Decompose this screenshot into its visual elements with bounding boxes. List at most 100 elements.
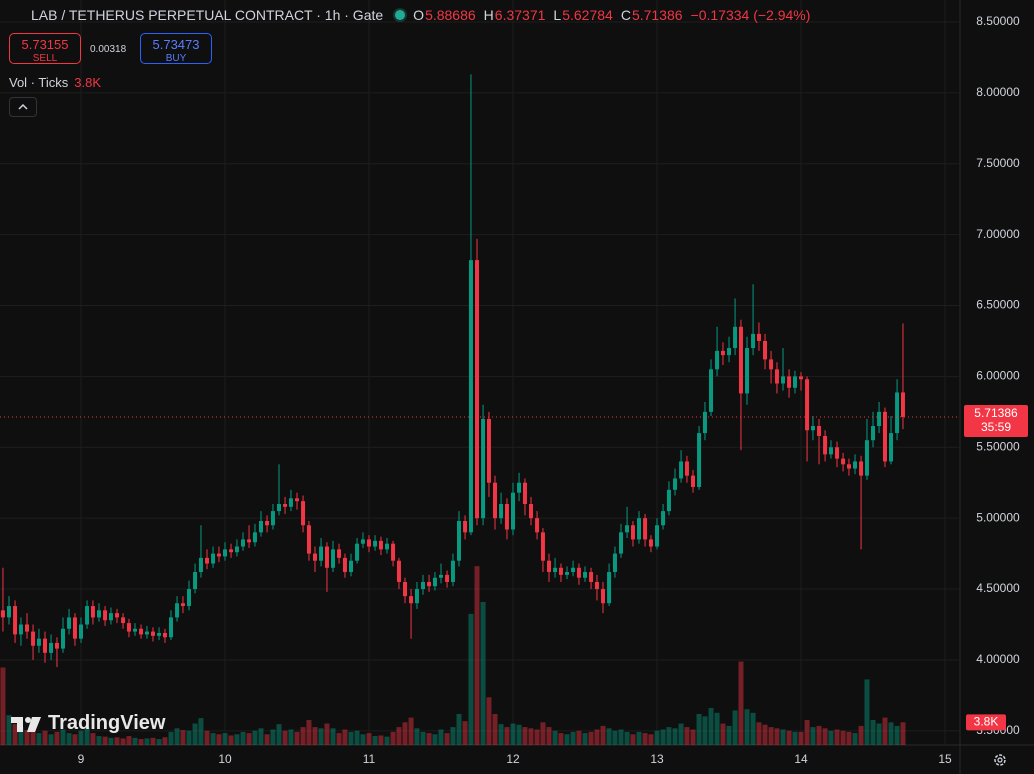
volume-bar: [78, 730, 84, 745]
volume-bar: [804, 719, 810, 745]
candle-body: [799, 376, 804, 380]
candle-body: [810, 426, 815, 431]
y-tick-label: 6.00000: [976, 369, 1020, 383]
volume-bar: [252, 730, 258, 745]
volume-bar: [582, 733, 588, 745]
candle-body: [655, 525, 660, 547]
volume-bar: [168, 731, 174, 745]
volume-bar: [282, 730, 288, 745]
countdown: 35:59: [981, 420, 1011, 434]
volume-bar: [324, 723, 330, 745]
candle-body: [511, 492, 516, 530]
volume-bar: [810, 727, 816, 745]
candle-body: [529, 503, 534, 519]
volume-bar: [336, 733, 342, 745]
volume-bar: [894, 725, 900, 745]
candle-body: [49, 642, 54, 653]
gear-icon: [997, 757, 1003, 763]
volume-bar: [618, 729, 624, 745]
volume-bar: [72, 734, 78, 745]
volume-bar: [732, 710, 738, 745]
volume-bar: [870, 719, 876, 745]
y-tick-label: 4.50000: [976, 581, 1020, 595]
sell-label: SELL: [32, 53, 58, 64]
settings-button[interactable]: [994, 754, 1006, 766]
volume-bar: [378, 735, 384, 745]
candle-body: [151, 631, 156, 636]
buy-button[interactable]: 5.73473 BUY: [140, 33, 212, 64]
sell-button[interactable]: 5.73155 SELL: [9, 33, 81, 64]
change: −0.17334 (−2.94%): [690, 7, 811, 23]
volume-bar: [132, 737, 138, 745]
volume-bar: [576, 730, 582, 745]
candle-body: [421, 581, 426, 590]
volume-bar: [828, 730, 834, 745]
last-price-box: [964, 404, 1028, 437]
candle-body: [144, 631, 149, 635]
candle-body: [270, 511, 275, 526]
volume-bar: [462, 721, 468, 745]
volume-bar: [840, 730, 846, 745]
candle-body: [391, 543, 396, 561]
candle-body: [745, 348, 750, 394]
volume-bar: [240, 731, 246, 745]
candle-body: [61, 628, 66, 649]
volume-bar: [36, 733, 42, 745]
candle-body: [324, 546, 329, 568]
volume-indicator[interactable]: Vol · Ticks: [9, 75, 69, 90]
volume-bar: [492, 714, 498, 745]
volume-bar: [756, 722, 762, 745]
volume-bar: [744, 709, 750, 745]
volume-bar: [720, 723, 726, 745]
volume-bar: [342, 729, 348, 745]
candle-body: [756, 333, 761, 341]
ohlc-label: H: [483, 7, 494, 23]
candle-body: [103, 610, 108, 621]
market-status[interactable]: [395, 10, 406, 20]
volume-bar: [816, 725, 822, 745]
volume-bar: [48, 734, 54, 745]
candle-body: [553, 567, 558, 573]
ohlc-value: 5.88686: [425, 7, 476, 23]
candle-body: [396, 560, 401, 582]
candle-body: [589, 572, 594, 582]
ohlc-label: O: [413, 7, 425, 23]
candle-body: [241, 539, 246, 547]
volume-bar: [540, 722, 546, 745]
symbol-title[interactable]: LAB / TETHERUS PERPETUAL CONTRACT · 1h ·…: [31, 7, 384, 23]
candle-body: [625, 525, 630, 533]
candle-body: [175, 603, 180, 618]
volume-bar: [216, 734, 222, 745]
collapse-button[interactable]: [9, 97, 37, 117]
volume-bar: [360, 734, 366, 745]
buy-label: BUY: [165, 53, 187, 64]
volume-bar: [60, 729, 66, 745]
ohlc-value: 5.71386: [631, 7, 683, 23]
candle-body: [126, 623, 131, 632]
volume-bar: [522, 727, 528, 745]
volume-bar: [516, 724, 522, 745]
y-tick-label: 5.00000: [976, 510, 1020, 524]
volume-bar: [186, 730, 192, 745]
volume-bar: [690, 729, 696, 745]
volume-bar: [156, 739, 162, 745]
candle-body: [697, 433, 702, 487]
candle-body: [450, 560, 455, 582]
volume-bar: [426, 733, 432, 745]
candle-body: [817, 426, 822, 436]
candle-body: [139, 628, 144, 635]
candle-body: [457, 521, 462, 561]
ohlc-label: L: [553, 7, 562, 23]
volume-bar: [444, 733, 450, 745]
volume-bar: [786, 730, 792, 745]
volume-bar: [270, 729, 276, 745]
y-tick-label: 6.50000: [976, 298, 1020, 312]
volume-bar: [318, 728, 324, 745]
candle-body: [751, 333, 756, 349]
volume-bar: [474, 566, 480, 745]
y-tick-label: 4.00000: [976, 652, 1020, 666]
volume-bar: [294, 731, 300, 745]
volume-bar: [846, 731, 852, 745]
volume-bar: [330, 728, 336, 745]
